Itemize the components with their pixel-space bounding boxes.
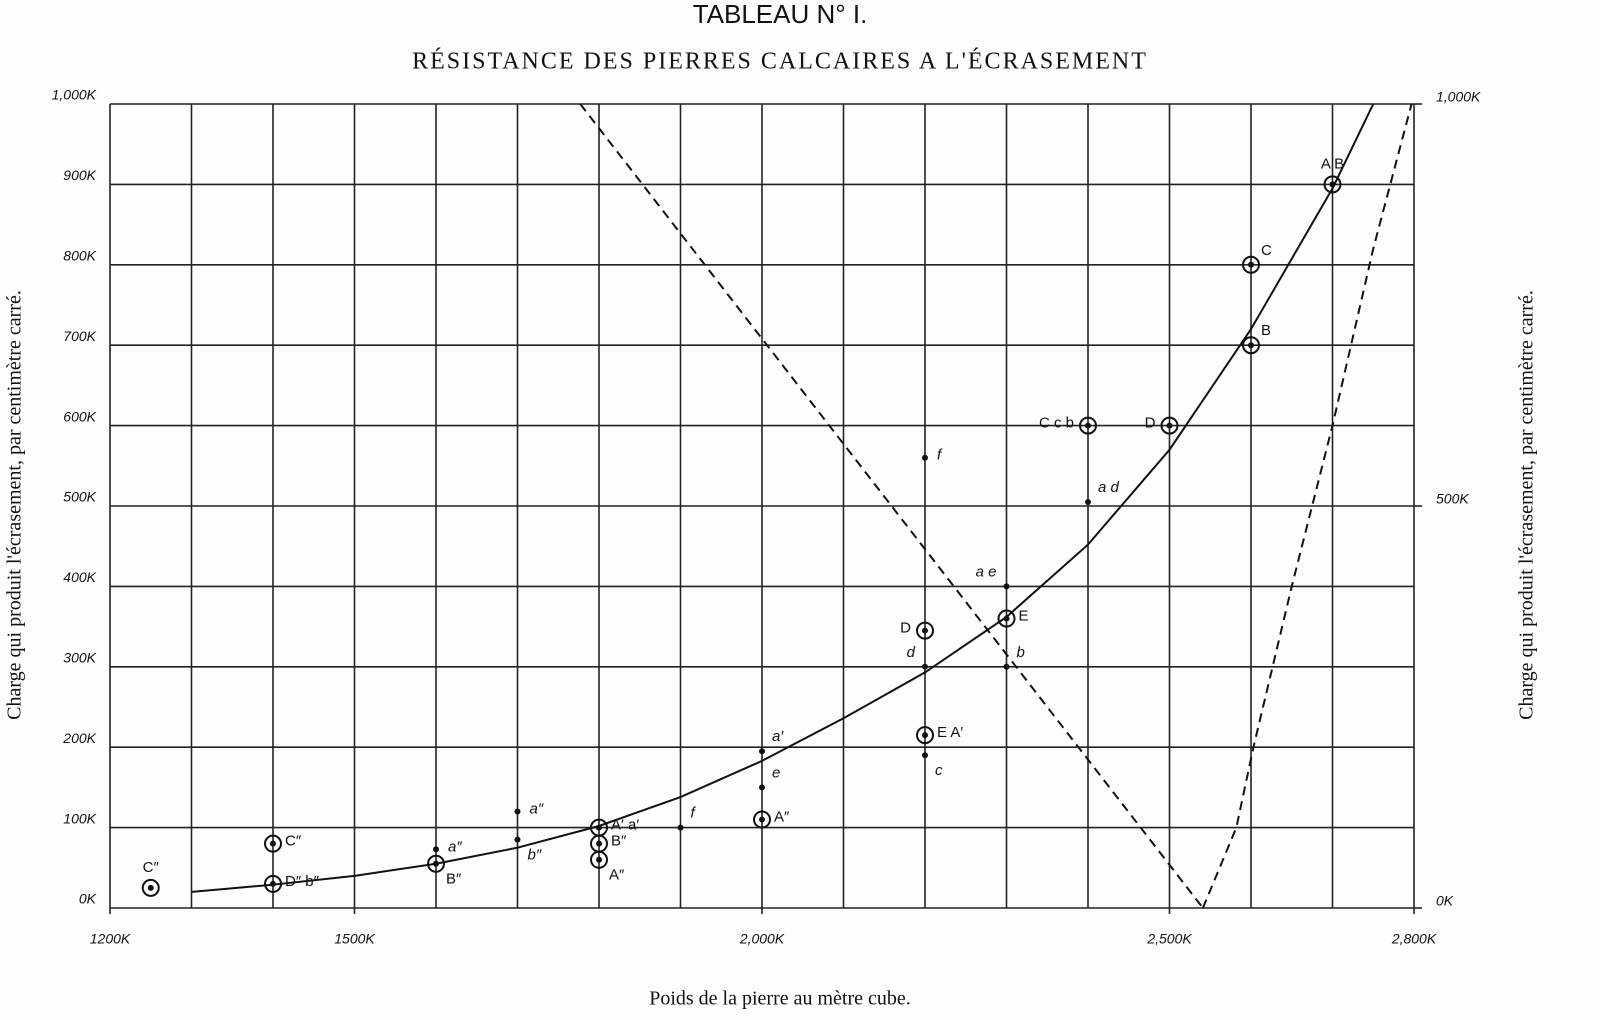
point-label: C″: [285, 833, 302, 850]
point-label: E A′: [937, 724, 963, 741]
point: [922, 663, 928, 670]
y2-tick-label: 0K: [1436, 893, 1454, 909]
point-label: E: [1019, 608, 1029, 625]
y-axis-label: Charge qui produit l'écrasement, par cen…: [4, 290, 26, 720]
point-label: f: [691, 805, 697, 822]
curve: [579, 103, 1204, 909]
y-tick-label: 100K: [63, 810, 96, 826]
point-label: C″: [143, 859, 160, 876]
point-label: A B: [1321, 155, 1344, 172]
chart-subtitle: RÉSISTANCE DES PIERRES CALCAIRES A L'ÉCR…: [412, 49, 1148, 75]
point-label: a d: [1098, 479, 1120, 496]
point: [677, 824, 684, 831]
y-tick-label: 600K: [63, 408, 96, 424]
curve: [1201, 103, 1413, 909]
y-tick-label: 200K: [62, 730, 96, 746]
x-tick-label: 2,500K: [1146, 931, 1192, 947]
point: [922, 752, 928, 759]
point: [1003, 583, 1010, 590]
point: [270, 840, 276, 847]
y-tick-label: 400K: [63, 569, 96, 585]
y-tick-label: 700K: [63, 328, 96, 344]
y-tick-label: 0K: [79, 891, 97, 907]
y-tick-label: 1,000K: [52, 87, 97, 103]
y-tick-label: 500K: [63, 489, 96, 505]
y-tick-label: 300K: [63, 650, 96, 666]
point-label: b″: [528, 847, 542, 864]
point-label: C: [1261, 242, 1272, 259]
point: [596, 840, 602, 847]
point: [1085, 498, 1091, 505]
point: [514, 808, 521, 815]
point-label: B″: [446, 871, 462, 888]
point: [147, 884, 154, 891]
point-ring: [590, 850, 608, 869]
point-ring: [1079, 416, 1097, 435]
point-label: a″: [448, 838, 462, 855]
point-ring: [753, 810, 771, 829]
point-ring: [264, 834, 282, 853]
point-label: d: [907, 644, 916, 661]
x-tick-label: 1500K: [334, 931, 375, 947]
point: [759, 784, 765, 791]
point-ring: [916, 726, 934, 745]
point: [433, 846, 439, 853]
point: [596, 856, 602, 863]
point-ring: [1242, 336, 1260, 355]
point: [1003, 663, 1010, 670]
point: [759, 748, 765, 755]
x-tick-label: 2,000K: [739, 931, 785, 947]
point: [1085, 422, 1091, 429]
point-ring: [997, 609, 1016, 628]
y-tick-label: 800K: [63, 248, 96, 264]
point-ring: [1160, 416, 1179, 435]
point-label: A′ a′: [611, 817, 639, 834]
point-ring: [1323, 175, 1342, 194]
point: [922, 454, 928, 461]
point-label: C c b: [1039, 415, 1074, 432]
point: [514, 836, 521, 843]
point-label: A″: [774, 809, 790, 826]
point: [922, 732, 928, 739]
point: [922, 627, 928, 634]
point: [759, 816, 765, 823]
chart-title: TABLEAU N° I.: [693, 0, 868, 29]
point: [1248, 261, 1254, 268]
point-label: a′: [772, 728, 784, 745]
point-label: a e: [976, 563, 997, 580]
y-tick-label: 900K: [63, 167, 96, 183]
point: [1166, 422, 1173, 429]
point-label: B: [1261, 322, 1271, 339]
point-label: b: [1017, 644, 1025, 661]
point-label: a″: [530, 800, 544, 817]
x-tick-label: 1200K: [90, 931, 131, 947]
point-label: B″: [611, 833, 627, 850]
point-label: D: [900, 620, 911, 637]
point-label: c: [935, 762, 943, 779]
point-ring: [1242, 255, 1260, 274]
point-label: A″: [609, 867, 625, 884]
x-axis-label: Poids de la pierre au mètre cube.: [649, 988, 911, 1010]
point-ring: [427, 854, 445, 873]
y2-tick-label: 1,000K: [1436, 89, 1481, 105]
point-ring: [916, 621, 934, 640]
y2-tick-label: 500K: [1436, 491, 1469, 507]
point-label: D: [1145, 415, 1156, 432]
point: [1248, 342, 1254, 349]
x-tick-label: 2,800K: [1391, 931, 1437, 947]
point-label: e: [772, 764, 780, 781]
y2-axis-label: Charge qui produit l'écrasement, par cen…: [1516, 290, 1538, 720]
point-ring: [141, 878, 160, 897]
point-label: f: [937, 447, 943, 464]
curve: [191, 103, 1375, 893]
